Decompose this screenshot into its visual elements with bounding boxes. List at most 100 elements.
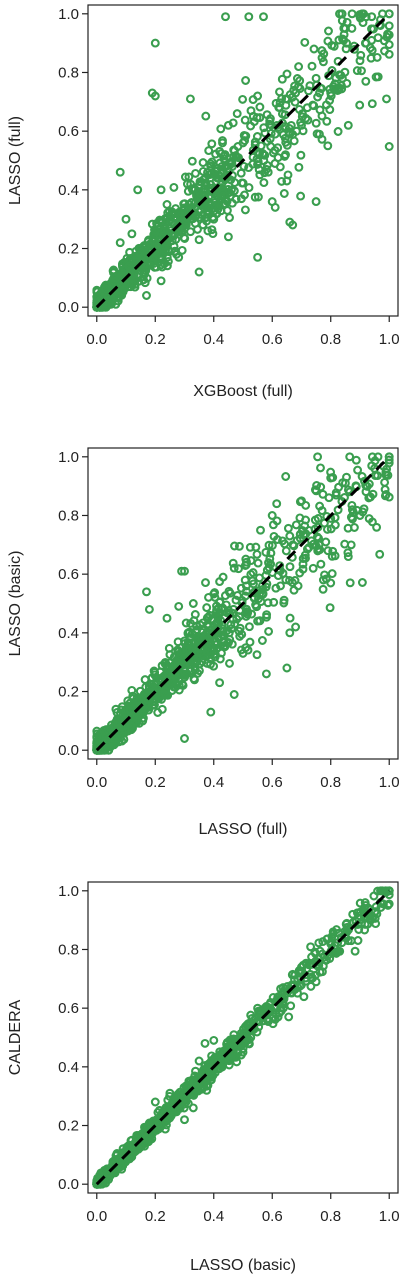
data-point xyxy=(285,531,295,541)
data-point xyxy=(194,1056,204,1066)
data-point xyxy=(357,66,366,76)
data-point xyxy=(286,1001,296,1011)
data-point xyxy=(322,524,332,534)
data-point xyxy=(248,145,258,155)
data-point xyxy=(367,45,377,55)
data-point xyxy=(266,120,276,130)
data-point xyxy=(284,1012,294,1022)
data-point xyxy=(177,566,187,576)
data-point xyxy=(150,91,160,101)
data-point xyxy=(201,578,210,588)
data-point xyxy=(277,109,287,119)
y-axis-title: LASSO (basic) xyxy=(7,551,24,657)
data-point xyxy=(317,967,327,977)
x-tick-label: 0.6 xyxy=(262,1208,283,1225)
data-point xyxy=(227,639,237,649)
data-point xyxy=(345,578,355,588)
data-point xyxy=(347,9,357,19)
data-point xyxy=(282,176,292,186)
data-point xyxy=(218,138,227,148)
data-point xyxy=(254,573,264,583)
data-point xyxy=(304,543,314,552)
data-point xyxy=(180,566,189,576)
x-axis: 0.0 0.2 0.4 0.6 0.8 1.0 xyxy=(86,316,400,348)
data-point xyxy=(288,981,298,991)
data-point xyxy=(355,12,365,22)
data-point xyxy=(326,88,336,98)
data-point xyxy=(218,1046,228,1056)
data-point xyxy=(300,37,310,47)
data-point xyxy=(242,607,252,617)
data-point xyxy=(207,1072,217,1081)
data-point xyxy=(329,41,339,51)
x-tick-label: 0.0 xyxy=(86,331,107,348)
data-point xyxy=(306,972,316,982)
y-tick-label: 0.2 xyxy=(58,241,79,258)
data-point xyxy=(361,901,371,910)
data-point xyxy=(279,595,289,605)
data-point xyxy=(381,490,391,499)
data-point xyxy=(373,33,383,43)
data-point xyxy=(352,908,362,918)
data-point xyxy=(294,62,304,72)
data-point xyxy=(241,76,251,85)
data-point xyxy=(203,619,213,629)
data-point xyxy=(366,53,376,63)
data-point xyxy=(92,1179,102,1189)
y-tick-label: 0.4 xyxy=(58,182,79,199)
data-point xyxy=(133,185,143,195)
data-point xyxy=(245,637,255,647)
data-point xyxy=(353,465,363,475)
data-point xyxy=(111,273,121,283)
data-point xyxy=(351,455,361,465)
data-point xyxy=(269,597,279,607)
y-tick-label: 0.0 xyxy=(58,1176,79,1193)
y-tick-label: 1.0 xyxy=(58,883,79,900)
data-point xyxy=(323,546,333,556)
plot-frame xyxy=(87,4,399,317)
data-point xyxy=(291,622,301,632)
data-point xyxy=(371,919,381,929)
data-point xyxy=(262,1009,272,1019)
data-point xyxy=(291,88,301,98)
data-point xyxy=(125,706,135,716)
data-point xyxy=(194,267,204,277)
data-point xyxy=(207,225,217,235)
data-point xyxy=(238,1047,248,1057)
data-point xyxy=(278,568,288,578)
data-point xyxy=(382,94,391,104)
x-tick-label: 0.4 xyxy=(203,331,224,348)
data-point xyxy=(218,630,227,640)
data-point xyxy=(337,84,347,94)
data-point xyxy=(218,191,228,201)
data-point xyxy=(240,575,250,585)
data-point xyxy=(187,629,197,639)
y-tick-label: 0.8 xyxy=(58,941,79,958)
y-axis: 0.0 0.2 0.4 0.6 0.8 1.0 xyxy=(58,449,88,759)
data-point xyxy=(206,707,216,717)
data-point xyxy=(223,120,233,130)
data-point xyxy=(150,38,160,48)
data-point xyxy=(261,164,271,174)
data-point xyxy=(262,1014,272,1024)
data-point xyxy=(384,452,394,462)
data-point xyxy=(384,142,394,151)
data-point xyxy=(311,118,321,128)
x-tick-label: 0.6 xyxy=(262,774,283,791)
data-point xyxy=(244,622,254,632)
data-point xyxy=(197,657,207,667)
data-point xyxy=(254,165,264,175)
data-point xyxy=(240,190,249,200)
data-point xyxy=(268,520,278,530)
data-point xyxy=(327,551,337,561)
scatter-panel-lasso-basic-vs-caldera: 0.0 0.2 0.4 0.6 0.8 1.0 0.0 0.2 0.4 0.6 0.8 1.0 LA… xyxy=(7,881,400,1274)
data-point xyxy=(204,592,213,602)
data-point xyxy=(307,952,317,962)
data-point xyxy=(198,166,208,176)
data-point xyxy=(322,116,332,126)
data-point xyxy=(275,561,285,571)
data-point xyxy=(234,541,244,551)
data-point xyxy=(324,26,333,36)
y-axis-title: LASSO (full) xyxy=(7,116,24,205)
